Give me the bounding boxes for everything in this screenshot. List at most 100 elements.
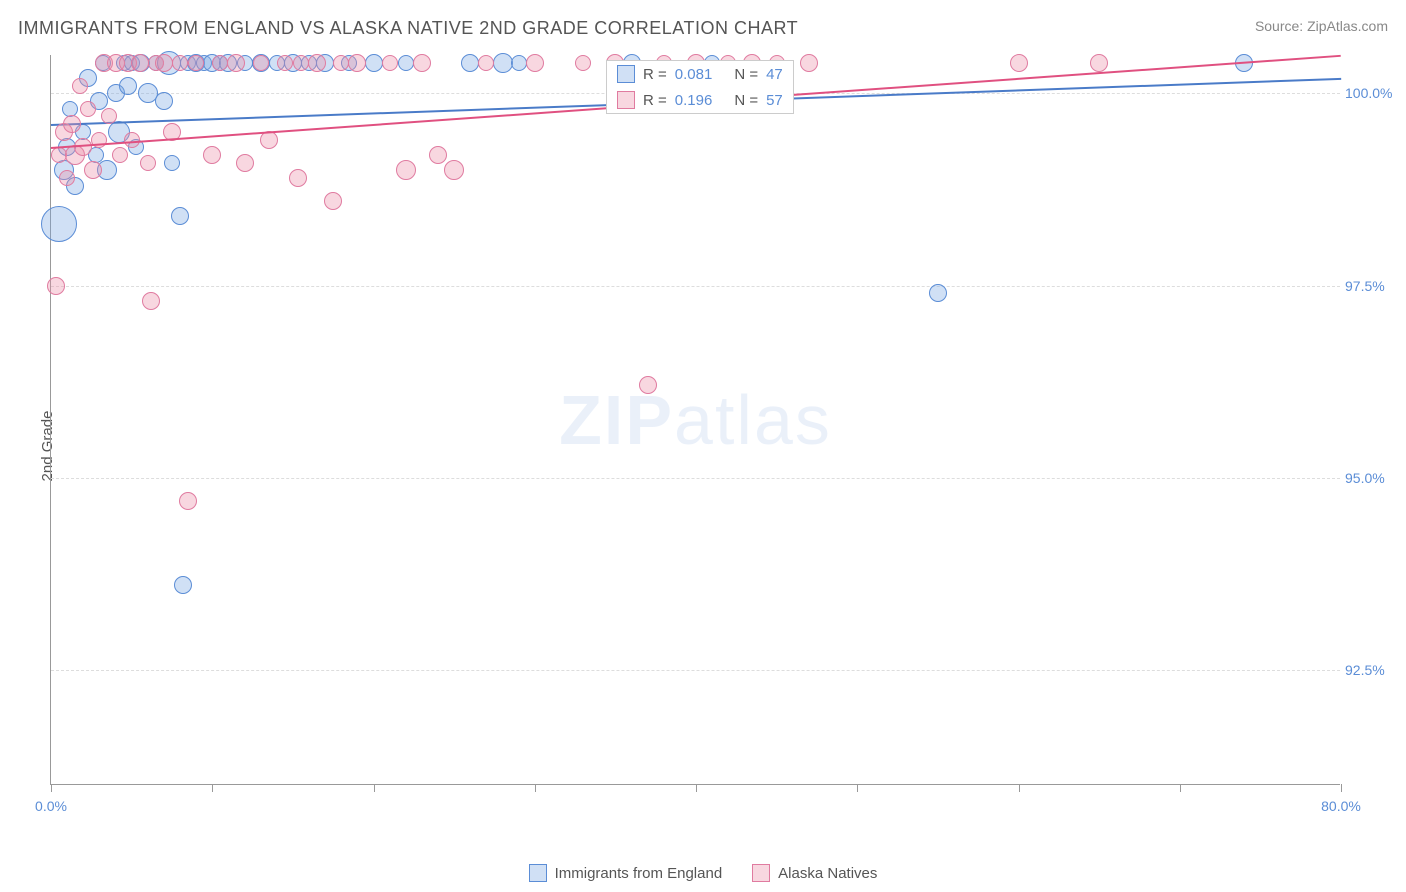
data-point xyxy=(74,138,92,156)
data-point xyxy=(526,54,544,72)
y-tick-label: 95.0% xyxy=(1345,470,1400,486)
x-tick xyxy=(1019,784,1020,792)
data-point xyxy=(461,54,479,72)
data-point xyxy=(179,492,197,510)
legend-label-alaska: Alaska Natives xyxy=(778,865,877,882)
data-point xyxy=(333,55,349,71)
data-point xyxy=(203,146,221,164)
legend-r-value: 0.196 xyxy=(675,92,713,109)
data-point xyxy=(155,92,173,110)
data-point xyxy=(308,54,326,72)
x-tick xyxy=(374,784,375,792)
y-tick-label: 97.5% xyxy=(1345,278,1400,294)
data-point xyxy=(639,376,657,394)
data-point xyxy=(396,160,416,180)
legend-item-alaska: Alaska Natives xyxy=(752,864,877,882)
data-point xyxy=(413,54,431,72)
data-point xyxy=(212,55,228,71)
data-point xyxy=(140,155,156,171)
data-point xyxy=(493,53,513,73)
x-tick xyxy=(535,784,536,792)
data-point xyxy=(171,207,189,225)
data-point xyxy=(444,160,464,180)
data-point xyxy=(929,284,947,302)
x-tick xyxy=(212,784,213,792)
legend-swatch-alaska xyxy=(752,864,770,882)
x-tick xyxy=(51,784,52,792)
data-point xyxy=(47,277,65,295)
data-point xyxy=(382,55,398,71)
gridline xyxy=(51,670,1340,671)
data-point xyxy=(1010,54,1028,72)
data-point xyxy=(41,206,77,242)
legend-n-value: 57 xyxy=(766,92,783,109)
data-point xyxy=(365,54,383,72)
legend-stats-row: R = 0.081 N = 47 xyxy=(607,61,793,87)
data-point xyxy=(324,192,342,210)
data-point xyxy=(72,78,88,94)
gridline xyxy=(51,286,1340,287)
x-tick-label: 0.0% xyxy=(35,798,67,814)
data-point xyxy=(277,55,293,71)
watermark-zip: ZIP xyxy=(559,381,674,459)
y-tick-label: 92.5% xyxy=(1345,662,1400,678)
legend-item-england: Immigrants from England xyxy=(529,864,723,882)
data-point xyxy=(511,55,527,71)
data-point xyxy=(101,108,117,124)
data-point xyxy=(174,576,192,594)
data-point xyxy=(155,54,173,72)
legend-swatch xyxy=(617,91,635,109)
data-point xyxy=(293,55,309,71)
data-point xyxy=(124,132,140,148)
data-point xyxy=(1090,54,1108,72)
data-point xyxy=(172,55,188,71)
legend-r-label: R = xyxy=(643,92,667,109)
legend-bottom: Immigrants from England Alaska Natives xyxy=(0,864,1406,882)
gridline xyxy=(51,478,1340,479)
data-point xyxy=(429,146,447,164)
data-point xyxy=(112,147,128,163)
data-point xyxy=(236,154,254,172)
legend-n-label: N = xyxy=(734,92,758,109)
legend-stats-box: R = 0.081 N = 47 R = 0.196 N = 57 xyxy=(606,60,794,114)
legend-label-england: Immigrants from England xyxy=(555,865,723,882)
source-attribution: Source: ZipAtlas.com xyxy=(1255,18,1388,34)
legend-stats-row: R = 0.196 N = 57 xyxy=(607,87,793,113)
watermark-atlas: atlas xyxy=(674,381,832,459)
x-tick-label: 80.0% xyxy=(1321,798,1361,814)
legend-n-value: 47 xyxy=(766,66,783,83)
data-point xyxy=(119,77,137,95)
scatter-chart: ZIPatlas 92.5%95.0%97.5%100.0%0.0%80.0%R… xyxy=(50,55,1340,785)
chart-title: IMMIGRANTS FROM ENGLAND VS ALASKA NATIVE… xyxy=(18,18,798,39)
data-point xyxy=(800,54,818,72)
legend-n-label: N = xyxy=(734,66,758,83)
watermark: ZIPatlas xyxy=(559,380,832,460)
legend-r-value: 0.081 xyxy=(675,66,713,83)
x-tick xyxy=(857,784,858,792)
y-tick-label: 100.0% xyxy=(1345,85,1400,101)
data-point xyxy=(142,292,160,310)
legend-swatch xyxy=(617,65,635,83)
data-point xyxy=(84,161,102,179)
data-point xyxy=(253,55,269,71)
x-tick xyxy=(696,784,697,792)
x-tick xyxy=(1341,784,1342,792)
data-point xyxy=(575,55,591,71)
data-point xyxy=(63,115,81,133)
legend-swatch-england xyxy=(529,864,547,882)
data-point xyxy=(227,54,245,72)
data-point xyxy=(59,170,75,186)
chart-header: IMMIGRANTS FROM ENGLAND VS ALASKA NATIVE… xyxy=(18,18,1388,39)
source-prefix: Source: xyxy=(1255,18,1307,34)
data-point xyxy=(164,155,180,171)
data-point xyxy=(131,54,149,72)
source-name: ZipAtlas.com xyxy=(1307,18,1388,34)
data-point xyxy=(348,54,366,72)
data-point xyxy=(478,55,494,71)
data-point xyxy=(398,55,414,71)
legend-r-label: R = xyxy=(643,66,667,83)
data-point xyxy=(289,169,307,187)
data-point xyxy=(80,101,96,117)
x-tick xyxy=(1180,784,1181,792)
data-point xyxy=(188,55,204,71)
